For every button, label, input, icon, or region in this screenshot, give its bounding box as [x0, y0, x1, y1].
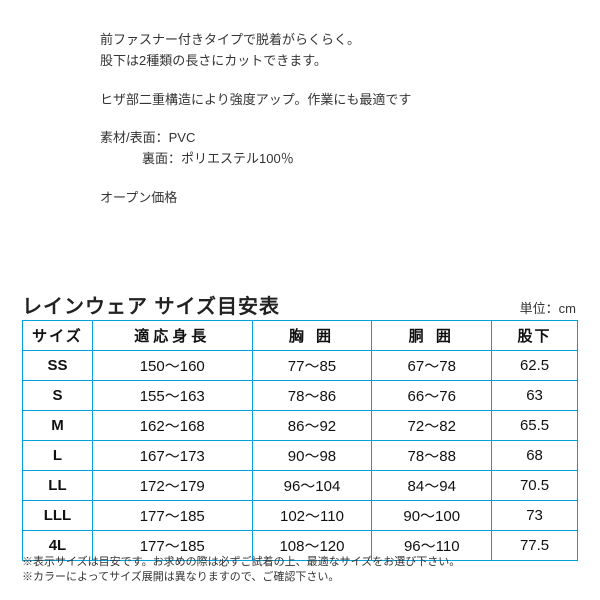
cell-waist: 66〜76 [372, 381, 492, 411]
desc-line: 素材/表面：PVC [100, 128, 560, 149]
table-title: レインウェア サイズ目安表 [22, 290, 280, 319]
table-row: M 162〜168 86〜92 72〜82 65.5 [23, 411, 578, 441]
cell-size: L [23, 441, 93, 471]
cell-chest: 86〜92 [252, 411, 372, 441]
table-row: SS 150〜160 77〜85 67〜78 62.5 [23, 351, 578, 381]
cell-chest: 78〜86 [252, 381, 372, 411]
cell-chest: 77〜85 [252, 351, 372, 381]
desc-block-2: ヒザ部二重構造により強度アップ。作業にも最適です [100, 90, 560, 111]
desc-block-4: オープン価格 [100, 188, 560, 209]
col-header-waist: 胴 囲 [372, 321, 492, 351]
table-title-row: レインウェア サイズ目安表 単位：cm [22, 290, 578, 319]
cell-height: 172〜179 [92, 471, 252, 501]
cell-inseam: 73 [492, 501, 578, 531]
desc-line: 裏面：ポリエステル100％ [100, 149, 560, 170]
cell-height: 167〜173 [92, 441, 252, 471]
cell-size: M [23, 411, 93, 441]
desc-line: 股下は2種類の長さにカットできます。 [100, 51, 560, 72]
cell-waist: 72〜82 [372, 411, 492, 441]
desc-block-1: 前ファスナー付きタイプで脱着がらくらく。 股下は2種類の長さにカットできます。 [100, 30, 560, 72]
cell-chest: 96〜104 [252, 471, 372, 501]
cell-size: S [23, 381, 93, 411]
table-row: LLL 177〜185 102〜110 90〜100 73 [23, 501, 578, 531]
cell-waist: 67〜78 [372, 351, 492, 381]
cell-inseam: 62.5 [492, 351, 578, 381]
cell-inseam: 70.5 [492, 471, 578, 501]
desc-line: オープン価格 [100, 188, 560, 209]
cell-waist: 78〜88 [372, 441, 492, 471]
table-body: SS 150〜160 77〜85 67〜78 62.5 S 155〜163 78… [23, 351, 578, 561]
note-line: ※カラーによってサイズ展開は異なりますので、ご確認下さい。 [22, 570, 578, 585]
note-line: ※表示サイズは目安です。お求めの際は必ずご試着の上、最適なサイズをお選び下さい。 [22, 555, 578, 570]
cell-height: 177〜185 [92, 501, 252, 531]
table-row: LL 172〜179 96〜104 84〜94 70.5 [23, 471, 578, 501]
cell-size: SS [23, 351, 93, 381]
col-header-chest: 胸 囲 [252, 321, 372, 351]
cell-waist: 90〜100 [372, 501, 492, 531]
size-table: サイズ 適応身長 胸 囲 胴 囲 股下 SS 150〜160 77〜85 67〜… [22, 320, 578, 561]
col-header-size: サイズ [23, 321, 93, 351]
cell-chest: 90〜98 [252, 441, 372, 471]
table-header-row: サイズ 適応身長 胸 囲 胴 囲 股下 [23, 321, 578, 351]
cell-chest: 102〜110 [252, 501, 372, 531]
desc-line: 前ファスナー付きタイプで脱着がらくらく。 [100, 30, 560, 51]
col-header-inseam: 股下 [492, 321, 578, 351]
table-row: L 167〜173 90〜98 78〜88 68 [23, 441, 578, 471]
cell-height: 150〜160 [92, 351, 252, 381]
cell-inseam: 63 [492, 381, 578, 411]
cell-inseam: 65.5 [492, 411, 578, 441]
cell-size: LLL [23, 501, 93, 531]
desc-line: ヒザ部二重構造により強度アップ。作業にも最適です [100, 90, 560, 111]
cell-height: 162〜168 [92, 411, 252, 441]
desc-block-3: 素材/表面：PVC 裏面：ポリエステル100％ [100, 128, 560, 170]
cell-waist: 84〜94 [372, 471, 492, 501]
footnotes: ※表示サイズは目安です。お求めの際は必ずご試着の上、最適なサイズをお選び下さい。… [22, 555, 578, 586]
unit-label: 単位：cm [520, 298, 576, 317]
product-description: 前ファスナー付きタイプで脱着がらくらく。 股下は2種類の長さにカットできます。 … [100, 30, 560, 227]
cell-inseam: 68 [492, 441, 578, 471]
table-row: S 155〜163 78〜86 66〜76 63 [23, 381, 578, 411]
col-header-height: 適応身長 [92, 321, 252, 351]
cell-size: LL [23, 471, 93, 501]
cell-height: 155〜163 [92, 381, 252, 411]
